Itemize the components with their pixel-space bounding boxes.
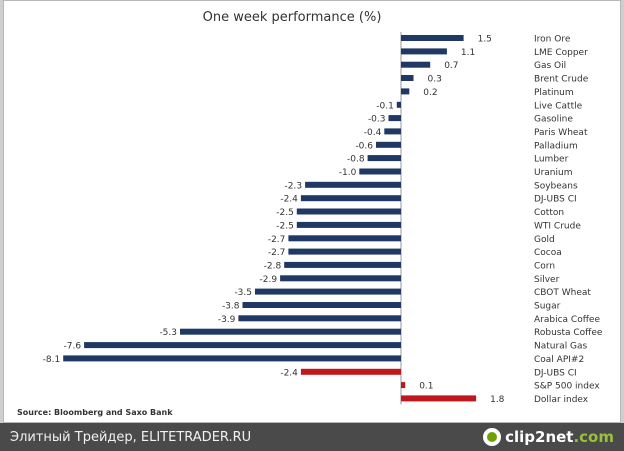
value-label-23: -7.6	[64, 342, 82, 352]
category-label-15: Gold	[534, 235, 555, 245]
category-label-9: Lumber	[534, 155, 569, 165]
footer-caption: Элитный Трейдер, ELITETRADER.RU	[10, 430, 252, 445]
bar-11	[305, 181, 401, 188]
bar-7	[384, 128, 401, 135]
category-label-6: Gasoline	[534, 115, 573, 125]
category-label-25: DJ-UBS CI	[534, 368, 577, 378]
bar-12	[300, 195, 401, 202]
logo-main-text: clip2net	[505, 428, 574, 446]
category-label-27: Dollar index	[534, 395, 589, 405]
bar-16	[288, 248, 401, 255]
bar-21	[238, 315, 401, 322]
bar-17	[284, 261, 401, 268]
bar-0	[401, 35, 464, 41]
category-label-21: Arabica Coffee	[534, 315, 600, 325]
value-label-6: -0.3	[368, 115, 386, 125]
bar-27	[401, 395, 477, 402]
value-label-2: 0.7	[444, 61, 458, 71]
bar-8	[376, 141, 401, 148]
value-label-19: -3.5	[234, 288, 252, 298]
bar-10	[359, 168, 401, 175]
category-label-26: S&P 500 index	[534, 382, 600, 392]
category-label-5: Live Cattle	[534, 101, 583, 111]
category-label-7: Paris Wheat	[534, 128, 588, 138]
bar-9	[367, 155, 401, 162]
bar-5	[396, 101, 401, 108]
value-label-13: -2.5	[276, 208, 294, 218]
category-label-0: Iron Ore	[534, 35, 571, 45]
value-label-15: -2.7	[268, 235, 286, 245]
value-label-8: -0.6	[355, 141, 373, 151]
clip2net-logo-icon	[483, 428, 502, 446]
value-label-25: -2.4	[280, 368, 298, 378]
category-label-3: Brent Crude	[534, 75, 589, 85]
category-label-16: Cocoa	[534, 248, 562, 258]
value-label-17: -2.8	[264, 261, 282, 271]
bar-18	[280, 275, 401, 282]
bar-6	[388, 115, 401, 122]
category-label-20: Sugar	[534, 302, 561, 312]
value-label-4: 0.2	[423, 88, 437, 98]
bar-22	[180, 328, 401, 335]
bar-19	[255, 288, 401, 295]
category-label-2: Gas Oil	[534, 61, 566, 71]
value-label-18: -2.9	[260, 275, 278, 285]
clip2net-logo[interactable]: clip2net.com	[483, 427, 614, 447]
chart-panel: One week performance (%) 1.5 Iron Ore 1.1 L…	[3, 0, 621, 423]
category-label-4: Platinum	[534, 88, 574, 98]
category-label-13: Cotton	[534, 208, 564, 218]
bar-1	[401, 48, 447, 55]
bar-3	[401, 75, 414, 81]
bar-13	[296, 208, 402, 215]
value-label-21: -3.9	[218, 315, 236, 325]
category-label-11: Soybeans	[534, 181, 578, 191]
chart-source: Source: Bloomberg and Saxo Bank	[17, 408, 173, 417]
value-label-5: -0.1	[376, 101, 394, 111]
category-label-19: CBOT Wheat	[534, 288, 591, 298]
chart-title: One week performance (%)	[203, 10, 382, 25]
category-label-14: WTI Crude	[534, 221, 581, 231]
category-label-23: Natural Gas	[534, 342, 588, 352]
bars-layer: 1.5 Iron Ore 1.1 LME Copper 0.7 Gas Oil 0.3 Bre…	[43, 35, 603, 405]
value-label-0: 1.5	[478, 35, 492, 45]
value-label-1: 1.1	[461, 48, 475, 58]
value-label-11: -2.3	[285, 181, 303, 191]
value-label-12: -2.4	[280, 195, 298, 205]
value-label-26: 0.1	[419, 382, 433, 392]
bar-26	[401, 382, 406, 389]
bar-4	[401, 88, 410, 95]
value-label-3: 0.3	[428, 75, 442, 85]
bar-24	[63, 355, 401, 362]
value-label-10: -1.0	[339, 168, 357, 178]
category-label-24: Coal API#2	[534, 355, 584, 365]
value-label-27: 1.8	[490, 395, 505, 405]
value-label-22: -5.3	[159, 328, 177, 338]
category-label-8: Palladium	[534, 141, 578, 151]
bar-2	[401, 61, 431, 68]
value-label-7: -0.4	[364, 128, 382, 138]
value-label-14: -2.5	[276, 221, 294, 231]
value-label-9: -0.8	[347, 155, 365, 165]
bar-15	[288, 235, 401, 242]
category-label-18: Silver	[534, 275, 560, 285]
category-label-1: LME Copper	[534, 48, 588, 58]
footer-bar: Элитный Трейдер, ELITETRADER.RU clip2net…	[0, 423, 624, 451]
category-label-17: Corn	[534, 261, 555, 271]
bar-14	[296, 221, 402, 228]
category-label-12: DJ-UBS CI	[534, 195, 577, 205]
category-label-22: Robusta Coffee	[534, 328, 603, 338]
value-label-20: -3.8	[222, 302, 240, 312]
bar-25	[300, 368, 401, 375]
performance-bar-chart: One week performance (%) 1.5 Iron Ore 1.1 L…	[17, 10, 603, 417]
bar-23	[84, 342, 401, 349]
category-label-10: Uranium	[534, 168, 572, 178]
value-label-16: -2.7	[268, 248, 286, 258]
logo-suffix-text: .com	[573, 428, 614, 446]
clip2net-logo-text: clip2net.com	[505, 428, 614, 446]
bar-20	[242, 302, 401, 308]
value-label-24: -8.1	[43, 355, 61, 365]
